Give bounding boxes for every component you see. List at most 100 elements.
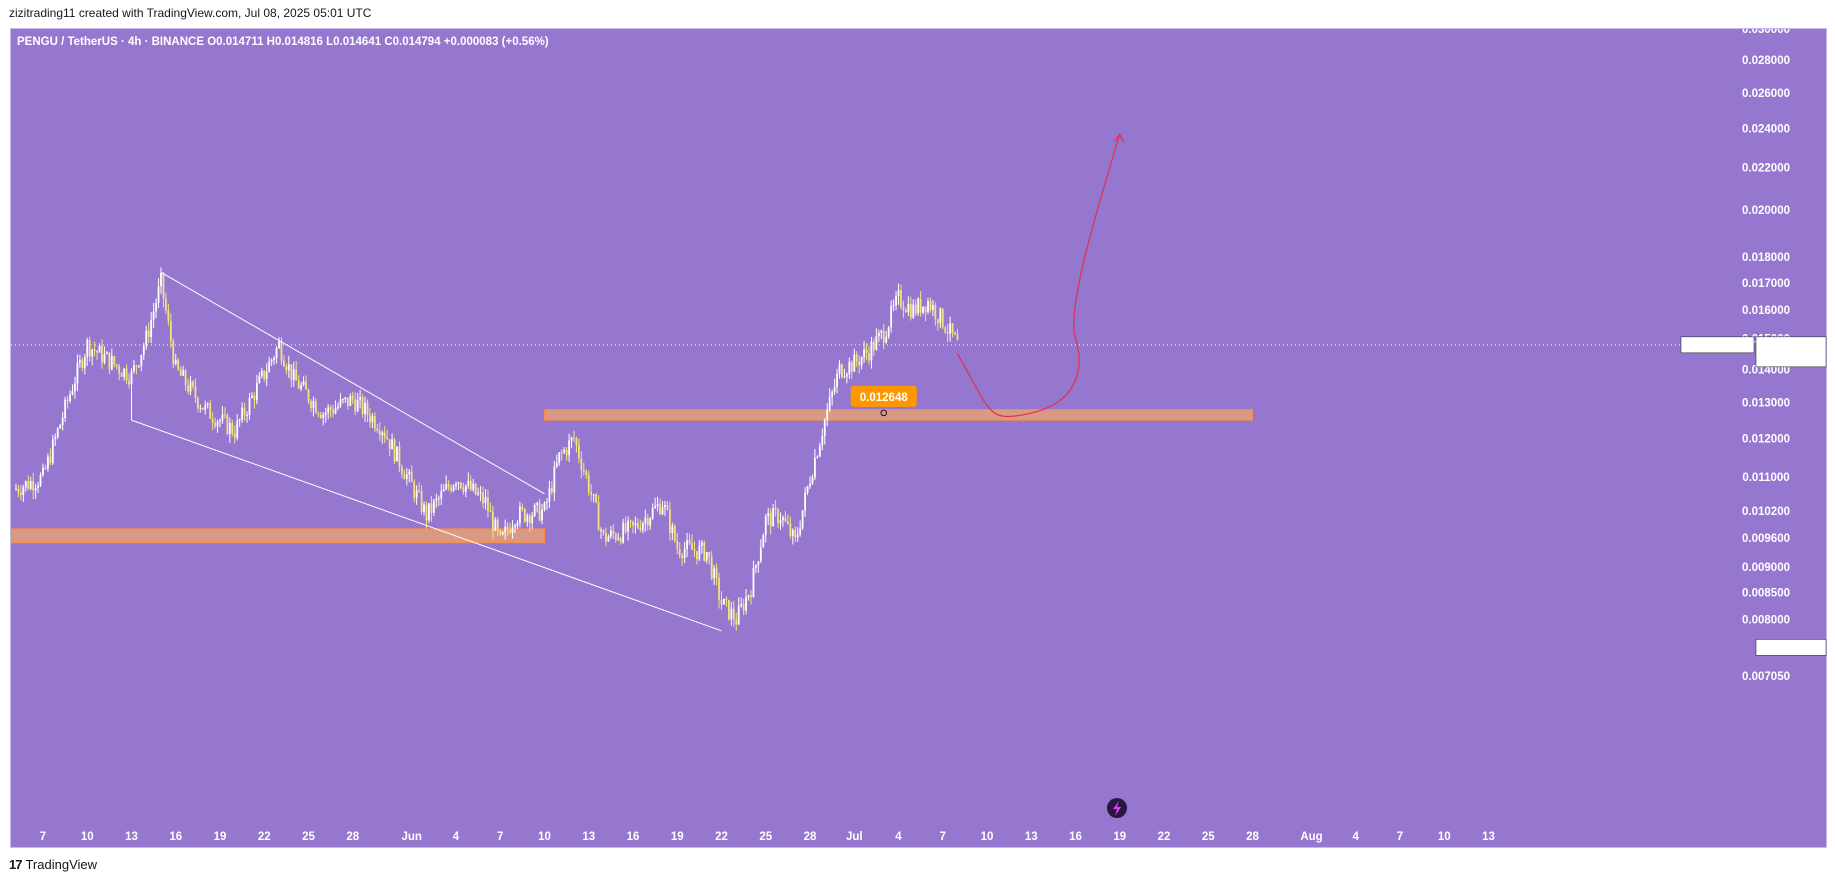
candle-body bbox=[167, 310, 170, 322]
y-axis-tick-label: 0.028000 bbox=[1742, 55, 1790, 67]
candle-body bbox=[641, 523, 644, 531]
candle-body bbox=[106, 352, 108, 355]
candle-body bbox=[821, 435, 824, 446]
candle-body bbox=[174, 359, 177, 365]
candle-body bbox=[868, 353, 870, 361]
candle-body bbox=[484, 497, 487, 504]
candle-body bbox=[907, 303, 910, 313]
x-axis-tick-label: 28 bbox=[804, 831, 817, 843]
candle-body bbox=[405, 474, 408, 480]
candle-body bbox=[546, 501, 548, 503]
y-axis-tick-label: 0.022000 bbox=[1742, 163, 1790, 175]
candle-body bbox=[467, 480, 470, 486]
candle-body bbox=[646, 517, 649, 526]
candle-body bbox=[772, 508, 775, 527]
wedge-lower-trendline[interactable] bbox=[131, 419, 722, 632]
y-axis-tick-label: 0.014000 bbox=[1742, 365, 1790, 377]
support-zone-upper[interactable] bbox=[544, 409, 1253, 421]
candle-body bbox=[373, 416, 376, 429]
candle-body bbox=[125, 368, 128, 381]
candle-body bbox=[671, 525, 674, 533]
candle-body bbox=[42, 467, 44, 475]
x-axis-tick-label: 16 bbox=[1069, 831, 1082, 843]
candle-body bbox=[319, 414, 322, 419]
candle-body bbox=[376, 428, 379, 431]
candle-body bbox=[691, 543, 693, 550]
tradingview-brand[interactable]: TradingView bbox=[25, 857, 98, 872]
candle-body bbox=[585, 471, 588, 476]
candle-body bbox=[644, 517, 647, 524]
candle-body bbox=[735, 619, 738, 625]
candle-body bbox=[514, 525, 516, 528]
x-axis-tick-label: 7 bbox=[497, 831, 503, 843]
candle-body bbox=[54, 437, 57, 440]
candle-body bbox=[27, 481, 30, 489]
candle-body bbox=[410, 471, 413, 483]
candle-body bbox=[740, 603, 743, 606]
candle-body bbox=[895, 295, 897, 306]
candle-body bbox=[865, 349, 868, 354]
y-axis-tick-label: 0.010200 bbox=[1742, 506, 1790, 518]
candle-body bbox=[873, 341, 875, 350]
candle-body bbox=[423, 504, 425, 512]
candle-body bbox=[49, 456, 52, 463]
candle-body bbox=[226, 414, 229, 435]
candle-body bbox=[919, 298, 922, 313]
candle-body bbox=[66, 399, 69, 402]
support-zone-lower[interactable] bbox=[11, 528, 545, 544]
candle-body bbox=[115, 364, 118, 367]
candle-body bbox=[723, 598, 725, 605]
candle-body bbox=[627, 520, 629, 532]
candle-body bbox=[688, 540, 691, 544]
candle-body bbox=[762, 535, 765, 548]
candle-body bbox=[568, 440, 570, 456]
x-axis-tick-label: 28 bbox=[1246, 831, 1259, 843]
tradingview-logo-icon: 17 bbox=[9, 857, 23, 872]
candle-body bbox=[248, 397, 251, 415]
candle-body bbox=[703, 542, 706, 561]
candle-body bbox=[464, 485, 467, 492]
candle-body bbox=[255, 383, 258, 401]
candle-body bbox=[359, 396, 362, 400]
candle-body bbox=[432, 500, 435, 513]
candle-body bbox=[555, 462, 558, 467]
candle-body bbox=[487, 497, 489, 512]
chart-area[interactable]: 0.030000 0.028000 0.026000 0.024000 0.022000… bbox=[10, 28, 1827, 848]
candle-body bbox=[152, 311, 155, 321]
candle-body bbox=[452, 485, 455, 491]
x-axis-tick-label: 25 bbox=[759, 831, 772, 843]
candle-body bbox=[757, 561, 760, 566]
last-price-value: 0.014794 bbox=[1767, 340, 1816, 352]
candle-body bbox=[314, 401, 317, 413]
candle-body bbox=[258, 376, 261, 384]
candle-body bbox=[713, 568, 716, 579]
candlestick-chart[interactable]: 0.030000 0.028000 0.026000 0.024000 0.022000… bbox=[11, 29, 1828, 849]
x-axis-tick-label: 7 bbox=[940, 831, 946, 843]
candle-body bbox=[381, 432, 384, 436]
candle-body bbox=[651, 508, 654, 519]
price-label-text: 0.012648 bbox=[860, 392, 909, 404]
x-axis-tick-label: 19 bbox=[1113, 831, 1126, 843]
candle-body bbox=[804, 492, 806, 511]
candle-body bbox=[329, 407, 332, 411]
candle-body bbox=[602, 529, 605, 533]
candle-body bbox=[654, 506, 657, 509]
candle-body bbox=[673, 525, 676, 541]
candle-body bbox=[858, 361, 861, 366]
candle-body bbox=[811, 477, 814, 484]
candle-body bbox=[661, 507, 664, 515]
candle-body bbox=[209, 403, 212, 419]
candle-body bbox=[730, 608, 733, 620]
bar-countdown: 02:58:33 bbox=[1768, 354, 1814, 366]
candle-body bbox=[337, 406, 339, 409]
candle-body bbox=[263, 370, 266, 379]
candle-body bbox=[732, 608, 735, 620]
candle-body bbox=[474, 483, 477, 495]
projection-curve[interactable] bbox=[956, 134, 1121, 418]
candle-body bbox=[656, 504, 659, 507]
candle-body bbox=[157, 286, 160, 304]
candle-body bbox=[516, 522, 519, 526]
candle-body bbox=[904, 310, 907, 313]
wedge-upper-trendline[interactable] bbox=[160, 271, 545, 495]
price-label-box[interactable] bbox=[850, 385, 917, 407]
